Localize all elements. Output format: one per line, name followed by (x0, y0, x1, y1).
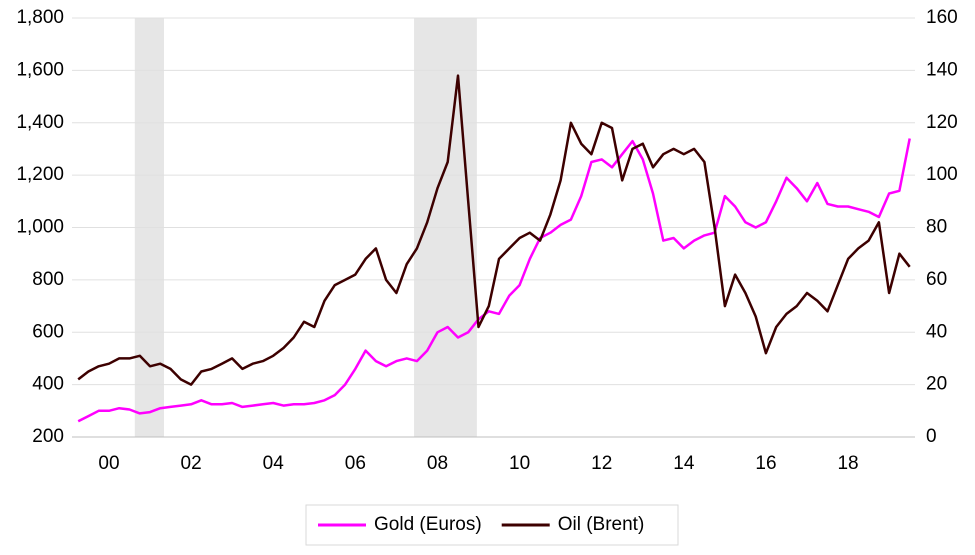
legend-label: Gold (Euros) (374, 514, 482, 535)
legend-label: Oil (Brent) (558, 514, 645, 535)
y-tick-label: 1,000 (16, 217, 64, 238)
x-tick-label: 08 (427, 453, 448, 474)
y-tick-label: 800 (32, 269, 64, 290)
y2-tick-label: 120 (926, 112, 958, 133)
y-tick-label: 1,600 (16, 59, 64, 80)
y2-tick-label: 0 (926, 426, 937, 447)
x-tick-label: 00 (98, 453, 119, 474)
series-line (77, 138, 911, 423)
y2-tick-label: 160 (926, 7, 958, 28)
y-tick-label: 200 (32, 426, 64, 447)
y-tick-label: 400 (32, 374, 64, 395)
y2-tick-label: 40 (926, 321, 947, 342)
y-tick-label: 1,200 (16, 164, 64, 185)
series-line (77, 74, 911, 386)
x-tick-label: 14 (673, 453, 695, 474)
y-tick-label: 1,400 (16, 112, 64, 133)
y2-tick-label: 20 (926, 374, 947, 395)
y2-tick-label: 80 (926, 217, 947, 238)
x-tick-label: 12 (591, 453, 612, 474)
y-tick-label: 600 (32, 321, 64, 342)
x-tick-label: 16 (755, 453, 776, 474)
x-tick-label: 18 (837, 453, 858, 474)
x-tick-label: 06 (345, 453, 366, 474)
x-tick-label: 04 (263, 453, 285, 474)
x-tick-label: 02 (181, 453, 202, 474)
y2-tick-label: 60 (926, 269, 947, 290)
y2-tick-label: 100 (926, 164, 958, 185)
x-tick-label: 10 (509, 453, 530, 474)
y2-tick-label: 140 (926, 59, 958, 80)
legend-box (305, 504, 679, 546)
y-tick-label: 1,800 (16, 7, 64, 28)
legend: Gold (Euros) Oil (Brent) (305, 504, 679, 546)
